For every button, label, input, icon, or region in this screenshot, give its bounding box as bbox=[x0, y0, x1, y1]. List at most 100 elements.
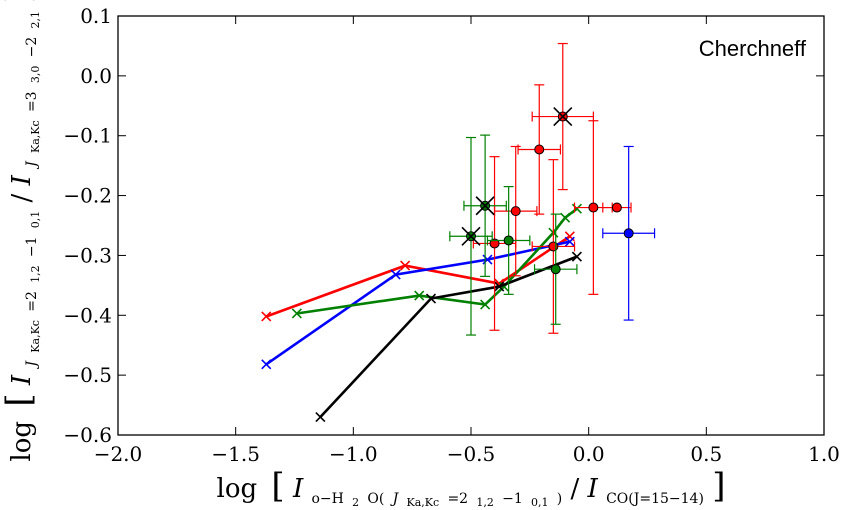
observation-point bbox=[493, 145, 538, 277]
model-point-red bbox=[400, 260, 411, 271]
model-point-black bbox=[494, 281, 505, 292]
y-label-den-sub6: 2,1 bbox=[29, 11, 42, 29]
model-point-red bbox=[261, 311, 272, 322]
x-label-prefix: log bbox=[217, 474, 258, 504]
y-label-num-sub3: =2 bbox=[24, 291, 40, 312]
x-label-num-sub: o−H bbox=[312, 491, 344, 507]
chart-annotation: Cherchneff bbox=[699, 36, 807, 61]
y-label-bracket-close: ] bbox=[0, 0, 39, 3]
model-point-stroke bbox=[571, 203, 582, 214]
observation-marker bbox=[548, 241, 559, 252]
x-tick-label: −1.5 bbox=[211, 442, 260, 466]
y-label-den-sub: J bbox=[24, 160, 40, 170]
y-label-den-sub5: −2 bbox=[24, 37, 40, 58]
x-label-slash: / bbox=[571, 474, 580, 504]
model-point-stroke bbox=[414, 290, 425, 301]
y-tick-label: −0.1 bbox=[63, 124, 112, 148]
model-point-black bbox=[425, 293, 437, 304]
model-point-black bbox=[315, 411, 326, 423]
x-label-num-sub-tail: =2 bbox=[447, 491, 468, 507]
model-point-green bbox=[571, 203, 582, 214]
x-label-num-sub-tail3: −1 bbox=[502, 491, 523, 507]
y-tick-label: −0.2 bbox=[63, 184, 112, 208]
y-label-num-sub5: −1 bbox=[24, 236, 40, 257]
x-label-num-sub-tail4: 0,1 bbox=[531, 496, 549, 509]
x-axis-label: log [ I o−H 2 O( J Ka,Kc =2 1,2 −1 0,1 )… bbox=[217, 466, 726, 510]
model-point-stroke bbox=[425, 293, 437, 304]
model-line-red bbox=[265, 235, 571, 318]
y-label-num-sub2: Ka,Kc bbox=[29, 320, 42, 353]
x-tick-label: −0.5 bbox=[447, 442, 496, 466]
model-point-stroke bbox=[261, 311, 272, 322]
y-label-num-sub6: 0,1 bbox=[29, 211, 42, 229]
observation-marker bbox=[623, 228, 634, 239]
model-point-blue bbox=[261, 359, 272, 370]
axes-layer: −2.0 −1.5 −1.0 −0.5 0.0 0.5 1.0 −0.6 −0.5 −0.4 −0.… bbox=[63, 4, 839, 466]
x-tick-label: −2.0 bbox=[94, 442, 143, 466]
x-label-num-sub-ka: Ka,Kc bbox=[407, 496, 440, 509]
model-point-stroke bbox=[261, 359, 272, 370]
model-point-blue bbox=[564, 236, 575, 247]
x-label-num-sub-tail2: 1,2 bbox=[476, 496, 494, 509]
model-point-blue bbox=[390, 269, 401, 280]
observation-marker bbox=[510, 206, 521, 217]
y-tick-label: −0.5 bbox=[63, 363, 112, 387]
model-point-stroke bbox=[482, 254, 493, 265]
y-label-prefix: log bbox=[7, 421, 37, 462]
observation-marker bbox=[550, 264, 561, 275]
x-label-num-sub-j: J bbox=[390, 491, 400, 507]
y-tick-label: 0.1 bbox=[80, 4, 112, 28]
y-tick-label: −0.4 bbox=[63, 303, 112, 327]
y-label-num-main: I bbox=[7, 374, 37, 386]
y-label-den-sub2: Ka,Kc bbox=[29, 120, 42, 153]
observation-marker bbox=[503, 235, 514, 246]
y-label-den-sub3: =3 bbox=[24, 91, 40, 112]
x-label-bracket-open: [ bbox=[271, 466, 284, 506]
observation-marker bbox=[588, 202, 599, 213]
x-label-den-main: I bbox=[587, 474, 599, 504]
plot-layer bbox=[261, 42, 656, 423]
model-point-stroke bbox=[315, 411, 326, 423]
x-label-bracket-close: ] bbox=[712, 466, 725, 506]
x-tick-label: −1.0 bbox=[329, 442, 378, 466]
model-point-green bbox=[560, 212, 571, 223]
x-label-num-sub3: O( bbox=[367, 491, 384, 507]
y-tick-label: 0.0 bbox=[80, 64, 112, 88]
model-point-stroke bbox=[494, 281, 505, 292]
model-point-green bbox=[480, 299, 491, 310]
observation-point bbox=[517, 84, 562, 215]
observation-point bbox=[463, 134, 507, 277]
x-label-den-sub: CO(J=15−14) bbox=[606, 491, 704, 507]
y-label-den-sub4: 3,0 bbox=[29, 66, 42, 84]
y-tick-label: −0.6 bbox=[63, 423, 112, 447]
model-point-stroke bbox=[390, 269, 401, 280]
y-tick-label: −0.3 bbox=[63, 243, 112, 267]
y-label-bracket-open: [ bbox=[0, 393, 39, 406]
model-point-stroke bbox=[400, 260, 411, 271]
model-line-black bbox=[319, 255, 578, 418]
x-tick-label: 0.0 bbox=[573, 442, 605, 466]
y-label-slash: / bbox=[7, 193, 37, 202]
observation-cross bbox=[553, 106, 573, 127]
observation-point bbox=[531, 159, 576, 334]
observation-cross bbox=[475, 196, 495, 216]
model-line-blue bbox=[265, 240, 571, 366]
model-point-stroke bbox=[564, 236, 575, 247]
x-tick-label: 1.0 bbox=[808, 442, 840, 466]
model-point-black bbox=[571, 251, 582, 262]
model-point-stroke bbox=[480, 299, 491, 310]
observation-point bbox=[531, 42, 594, 191]
y-label-den-main: I bbox=[7, 174, 37, 186]
observation-point bbox=[602, 202, 632, 213]
model-point-stroke bbox=[571, 251, 582, 262]
y-axis-label: log [ I J Ka,Kc =2 1,2 −1 0,1 / I J Ka,K… bbox=[0, 0, 46, 462]
observation-point bbox=[486, 185, 531, 295]
observation-point bbox=[533, 213, 578, 325]
x-tick-label: 0.5 bbox=[690, 442, 722, 466]
model-point-green bbox=[414, 290, 425, 301]
observation-point bbox=[449, 136, 493, 336]
model-point-blue bbox=[482, 254, 493, 265]
x-label-num-sub2: 2 bbox=[352, 496, 359, 509]
